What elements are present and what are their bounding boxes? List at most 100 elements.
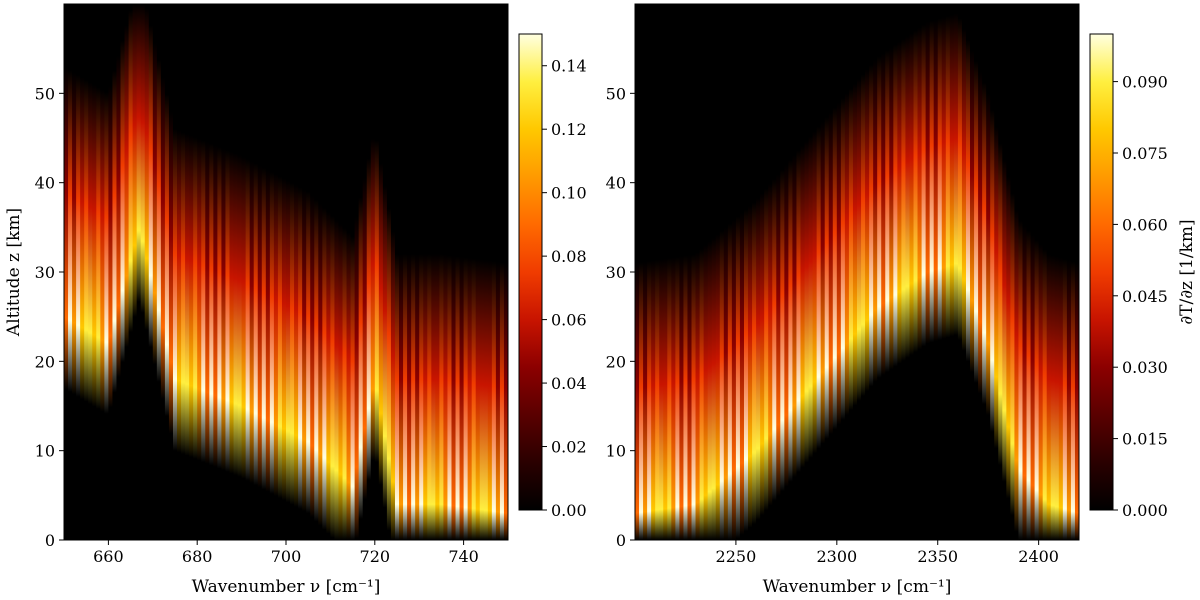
heatmap-column	[249, 4, 255, 540]
heatmap-column	[483, 4, 489, 540]
heatmap-column	[144, 4, 150, 540]
heatmap-column	[752, 4, 757, 540]
heatmap-column	[427, 4, 432, 540]
heatmap-column	[185, 4, 190, 540]
heatmap-column	[104, 4, 109, 540]
heatmap-column	[917, 4, 922, 540]
heatmap-column	[290, 4, 295, 540]
heatmap-column	[840, 4, 846, 540]
left-y-axis-label: Altitude z [km]	[4, 208, 24, 337]
heatmap-column	[96, 4, 101, 540]
heatmap-column	[816, 4, 822, 540]
right-x-axis-label: Wavenumber ν [cm⁻¹]	[763, 577, 952, 597]
heatmap-column	[659, 4, 664, 540]
heatmap-column	[970, 4, 975, 540]
heatmap-column	[1018, 4, 1023, 540]
heatmap-column	[467, 4, 473, 540]
heatmap-column	[342, 4, 347, 540]
heatmap-column	[901, 4, 906, 540]
heatmap-column	[334, 4, 339, 540]
colorbar-tick-label: 0.060	[1122, 215, 1168, 234]
heatmap-column	[189, 4, 194, 540]
heatmap-column	[635, 4, 640, 540]
colorbar-tick-label: 0.02	[551, 438, 587, 457]
heatmap-column	[699, 4, 705, 540]
heatmap-column	[394, 4, 400, 540]
heatmap-column	[748, 4, 753, 540]
heatmap-column	[945, 4, 951, 540]
heatmap-column	[893, 4, 898, 540]
heatmap-column	[164, 4, 170, 540]
heatmap-column	[217, 4, 222, 540]
heatmap-column	[140, 4, 146, 540]
heatmap-column	[986, 4, 991, 540]
heatmap-column	[370, 4, 376, 540]
heatmap-column	[965, 4, 971, 540]
heatmap-column	[326, 4, 331, 540]
heatmap-column	[354, 4, 360, 540]
heatmap-column	[241, 4, 247, 540]
heatmap-column	[124, 4, 129, 540]
heatmap-column	[415, 4, 420, 540]
heatmap-column	[1010, 4, 1015, 540]
left-colorbar-gradient	[518, 33, 543, 511]
heatmap-column	[667, 4, 672, 540]
heatmap-column	[403, 4, 408, 540]
heatmap-column	[382, 4, 388, 540]
heatmap-column	[443, 4, 448, 540]
heatmap-column	[419, 4, 424, 540]
heatmap-column	[723, 4, 729, 540]
heatmap-column	[447, 4, 452, 540]
heatmap-column	[346, 4, 351, 540]
heatmap-column	[687, 4, 692, 540]
heatmap-column	[804, 4, 809, 540]
x-tick-label: 680	[182, 547, 213, 566]
heatmap-column	[386, 4, 392, 540]
heatmap-column	[929, 4, 935, 540]
heatmap-column	[475, 4, 481, 540]
right-colorbar-label: ∂T/∂z [1/km]	[1177, 219, 1197, 324]
heatmap-column	[439, 4, 444, 540]
heatmap-column	[1038, 4, 1044, 540]
heatmap-column	[310, 4, 315, 540]
heatmap-column	[237, 4, 242, 540]
heatmap-column	[463, 4, 469, 540]
y-tick-label: 50	[35, 84, 55, 103]
colorbar-tick-label: 0.015	[1122, 430, 1168, 449]
left-panel: 660 680 700 720 740 0 10 20 30 40 50 Wavenumber ν…	[4, 3, 509, 597]
heatmap-column	[1022, 4, 1027, 540]
heatmap-column	[322, 4, 327, 540]
heatmap-column	[978, 4, 983, 540]
heatmap-column	[306, 4, 311, 540]
heatmap-column	[1058, 4, 1064, 540]
heatmap-column	[764, 4, 769, 540]
x-tick-label: 720	[360, 547, 391, 566]
heatmap-column	[431, 4, 436, 540]
heatmap-column	[715, 4, 721, 540]
heatmap-column	[411, 4, 416, 540]
heatmap-column	[683, 4, 688, 540]
heatmap-column	[998, 4, 1003, 540]
heatmap-column	[479, 4, 485, 540]
heatmap-column	[974, 4, 979, 540]
heatmap-column	[160, 4, 166, 540]
heatmap-column	[937, 4, 943, 540]
x-tick-label: 660	[93, 547, 124, 566]
heatmap-column	[808, 4, 813, 540]
left-colorbar: 0.00 0.02 0.04 0.06 0.08 0.10 0.12 0.14	[518, 33, 587, 520]
heatmap-column	[639, 4, 644, 540]
heatmap-column	[994, 4, 999, 540]
heatmap-column	[772, 4, 777, 540]
y-tick-label: 30	[606, 263, 626, 282]
heatmap-column	[933, 4, 939, 540]
heatmap-column	[832, 4, 838, 540]
heatmap-column	[824, 4, 830, 540]
heatmap-column	[88, 4, 93, 540]
left-colorbar-ticks: 0.00 0.02 0.04 0.06 0.08 0.10 0.12 0.14	[542, 57, 587, 520]
heatmap-column	[739, 4, 745, 540]
heatmap-column	[905, 4, 910, 540]
heatmap-column	[503, 4, 509, 540]
heatmap-column	[707, 4, 713, 540]
heatmap-column	[776, 4, 781, 540]
heatmap-column	[941, 4, 947, 540]
